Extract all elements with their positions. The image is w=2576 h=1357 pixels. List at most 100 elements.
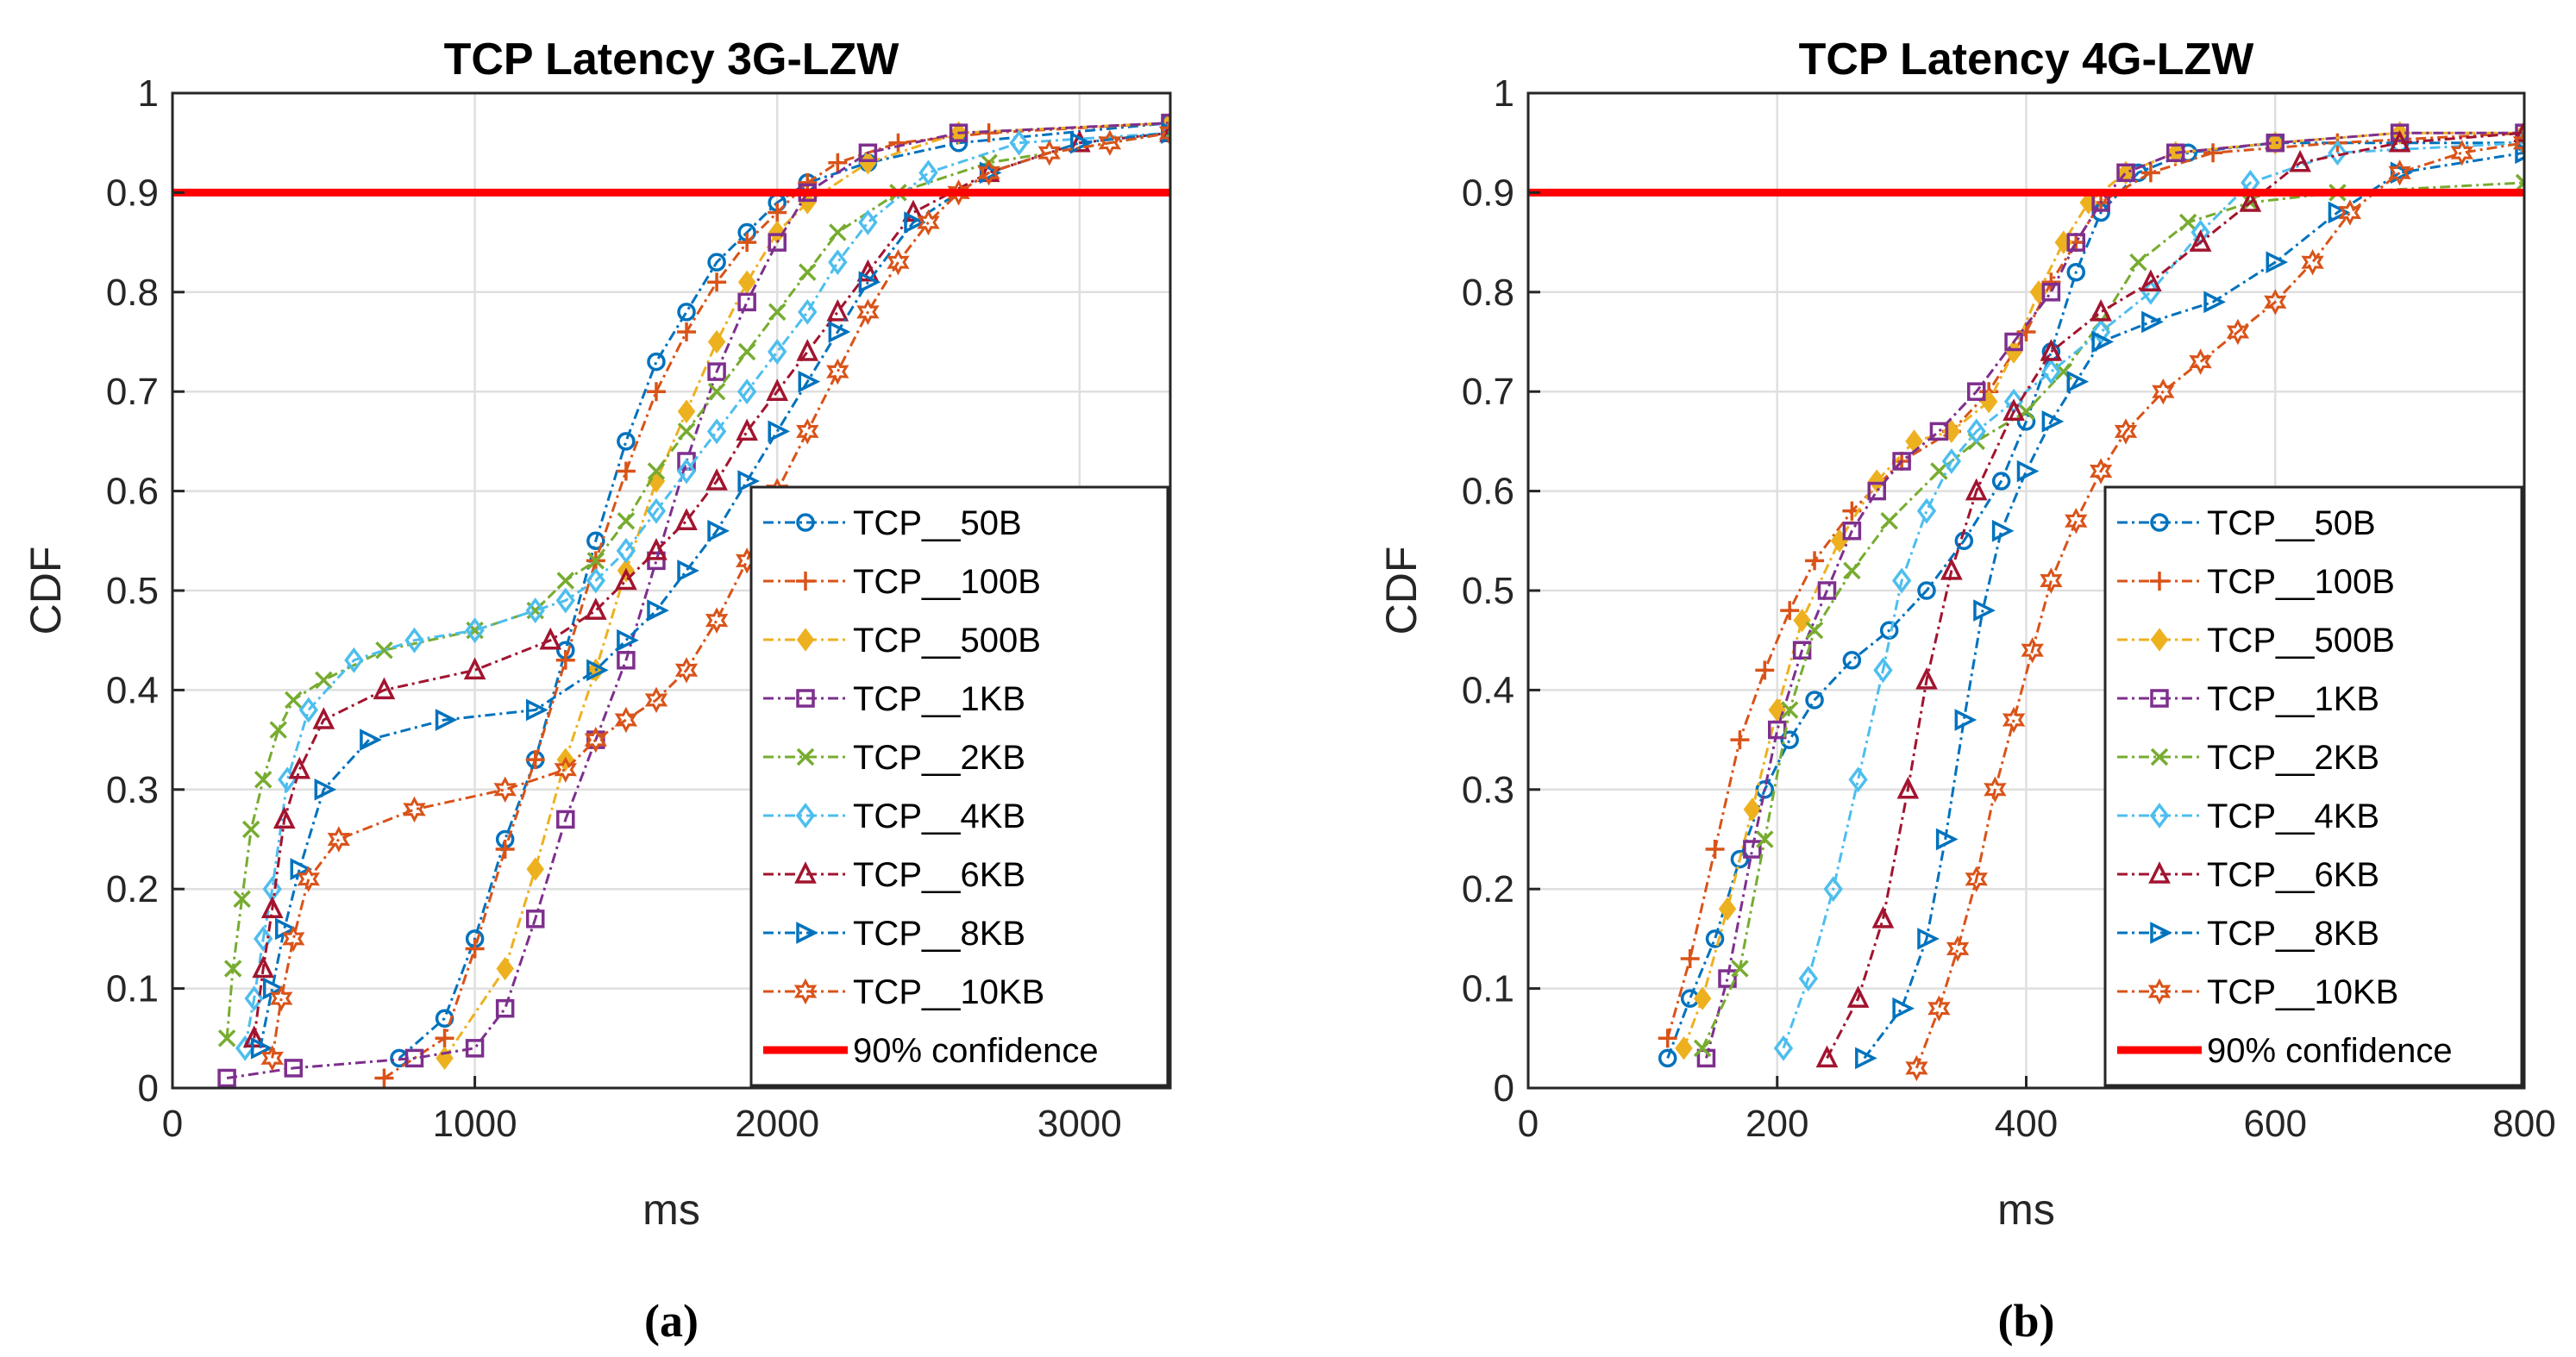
data-point <box>1070 131 1093 154</box>
y-axis-label: CDF <box>1377 547 1426 635</box>
chart-title: TCP Latency 3G-LZW <box>444 34 900 84</box>
x-tick-label: 600 <box>2244 1103 2307 1145</box>
data-point <box>616 537 636 564</box>
data-point <box>373 677 396 700</box>
data-point <box>675 508 698 530</box>
legend-entry: TCP__6KB <box>2117 856 2379 894</box>
y-tick-label: 1 <box>138 72 159 115</box>
data-point <box>1991 472 2011 491</box>
data-point <box>645 537 668 560</box>
series-line <box>253 131 1170 1039</box>
data-point <box>1817 581 1837 600</box>
data-point <box>539 627 562 650</box>
data-point <box>1940 558 1963 580</box>
data-point <box>677 322 697 341</box>
data-point <box>375 641 393 660</box>
data-point <box>285 691 303 710</box>
data-point <box>1892 452 1911 471</box>
data-point <box>949 123 968 142</box>
x-tick-label: 1000 <box>433 1103 517 1145</box>
data-point <box>403 796 426 823</box>
y-tick-label: 0 <box>1494 1067 1514 1110</box>
x-tick-label: 2000 <box>735 1103 819 1145</box>
data-point <box>1705 929 1725 948</box>
legend-label: TCP__10KB <box>853 973 1044 1011</box>
data-point <box>947 179 970 206</box>
data-point <box>1991 519 2015 542</box>
data-point <box>1675 1036 1693 1060</box>
data-point <box>617 511 636 530</box>
data-point <box>798 370 821 393</box>
data-point <box>1098 129 1122 156</box>
data-point <box>2016 412 2036 431</box>
data-point <box>677 560 699 582</box>
data-point <box>1855 1047 1877 1070</box>
data-point <box>2266 133 2285 153</box>
series-tcp-4kb <box>235 120 1170 1061</box>
data-point <box>2114 418 2138 445</box>
data-point <box>253 925 273 952</box>
data-point <box>2141 310 2164 334</box>
data-point <box>1896 776 1920 799</box>
data-point <box>768 233 787 252</box>
data-point <box>435 709 458 731</box>
data-point <box>2140 163 2160 183</box>
data-point <box>2239 190 2262 212</box>
legend-entry: TCP__1KB <box>2117 680 2379 718</box>
data-point <box>2203 291 2226 314</box>
data-point <box>768 220 787 245</box>
data-point <box>2388 159 2411 186</box>
data-point <box>525 597 545 623</box>
data-point <box>2066 370 2090 393</box>
data-point <box>737 342 756 361</box>
data-point <box>1927 995 1951 1022</box>
data-point <box>1037 139 1061 166</box>
data-point <box>1917 928 1940 950</box>
y-tick-label: 0.7 <box>1462 371 1514 413</box>
data-point <box>2301 248 2324 276</box>
data-point <box>555 650 575 670</box>
data-point <box>1718 897 1737 921</box>
legend-entry: TCP__4KB <box>2117 797 2379 835</box>
series-line <box>225 131 1170 1039</box>
data-point <box>736 418 758 441</box>
data-point <box>260 1045 284 1072</box>
data-point <box>828 153 848 172</box>
data-point <box>858 143 878 162</box>
y-tick-label: 0.9 <box>1462 172 1514 214</box>
data-point <box>556 810 575 829</box>
panel-caption: (a) <box>644 1295 699 1347</box>
legend-entry: TCP__8KB <box>763 915 1025 953</box>
data-point <box>273 806 296 829</box>
data-point <box>252 955 275 979</box>
legend-label: TCP__100B <box>853 563 1041 601</box>
y-tick-label: 0.2 <box>1462 868 1514 910</box>
data-point <box>2152 378 2175 405</box>
series-tcp-10kb <box>1905 129 2524 1082</box>
data-point <box>828 249 848 276</box>
data-point <box>617 628 639 652</box>
data-point <box>737 270 756 294</box>
data-point <box>2390 123 2410 142</box>
legend-entry: TCP__50B <box>2117 504 2376 542</box>
data-point <box>674 657 699 684</box>
legend-label: TCP__500B <box>2207 622 2395 660</box>
legend-entry: TCP__2KB <box>2117 739 2379 777</box>
y-tick-label: 0.6 <box>106 471 159 513</box>
data-point <box>1954 709 1977 731</box>
data-point <box>1792 641 1812 660</box>
data-point <box>1868 469 1886 493</box>
data-point <box>2390 161 2413 184</box>
data-point <box>1871 905 1895 929</box>
legend-label: TCP__10KB <box>2207 973 2398 1011</box>
data-point <box>2388 129 2411 153</box>
series-tcp-6kb <box>1815 120 2524 1068</box>
y-tick-label: 0.3 <box>1462 769 1514 811</box>
data-point <box>2065 508 2088 535</box>
data-point <box>617 432 636 451</box>
data-point <box>2041 272 2061 292</box>
chart-panel-a: TCP Latency 3G-LZW CDF ms (a) 0 1000 2000 3… <box>22 34 1172 1347</box>
data-point <box>858 209 878 235</box>
data-point <box>705 607 729 634</box>
data-point <box>2515 141 2524 165</box>
